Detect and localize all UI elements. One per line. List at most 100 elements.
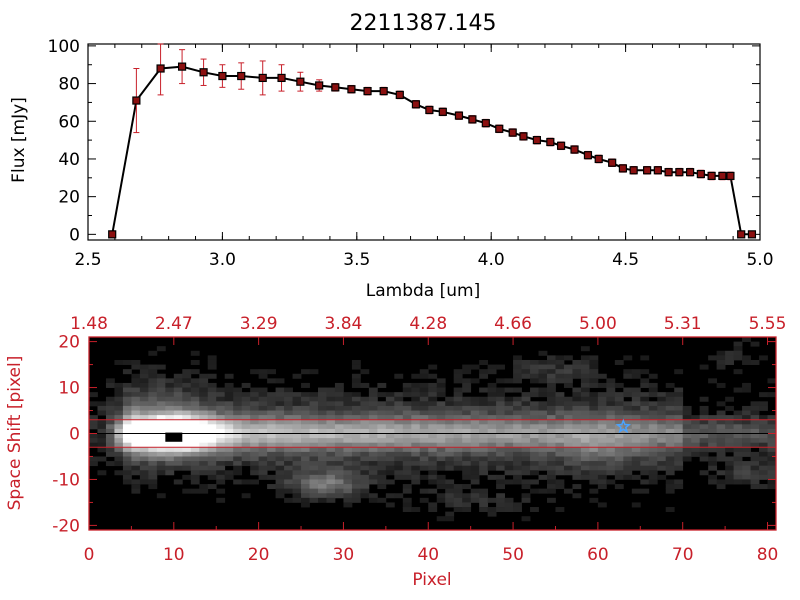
image-pixel — [513, 373, 522, 379]
image-pixel — [657, 447, 667, 453]
image-pixel — [292, 392, 302, 398]
image-pixel — [216, 428, 226, 434]
image-pixel — [114, 401, 124, 407]
image-pixel — [318, 470, 327, 476]
image-pixel — [173, 401, 183, 407]
image-pixel — [190, 378, 200, 384]
image-pixel — [563, 410, 573, 416]
image-pixel — [351, 438, 361, 444]
image-pixel — [487, 410, 497, 416]
image-pixel — [131, 396, 141, 402]
image-pixel — [606, 461, 616, 467]
image-pixel — [521, 405, 531, 411]
image-pixel — [105, 410, 115, 416]
image-pixel — [105, 419, 115, 425]
image-pixel — [767, 392, 777, 398]
image-pixel — [309, 428, 319, 434]
image-pixel — [750, 470, 760, 476]
image-pixel — [148, 428, 158, 434]
image-pixel — [309, 396, 319, 402]
image-pixel — [504, 378, 514, 384]
image-pixel — [555, 410, 565, 416]
image-pixel — [725, 355, 734, 361]
image-pixel — [292, 405, 302, 411]
top-y-axis-label: Flux [mJy] — [9, 97, 29, 183]
image-pixel — [470, 479, 480, 485]
image-pixel — [513, 355, 522, 361]
image-pixel — [750, 465, 760, 471]
image-pixel — [453, 378, 463, 384]
image-pixel — [674, 442, 684, 448]
image-pixel — [250, 438, 260, 444]
image-pixel — [419, 424, 429, 430]
image-pixel — [699, 442, 709, 448]
image-pixel — [402, 438, 412, 444]
image-pixel — [513, 451, 522, 457]
image-pixel — [351, 474, 361, 480]
flux-data-point — [608, 158, 617, 167]
image-pixel — [470, 456, 480, 462]
image-pixel — [657, 415, 667, 421]
image-pixel — [368, 396, 378, 402]
image-pixel — [623, 433, 633, 439]
image-pixel — [385, 392, 395, 398]
bottom-x-tick-label: 50 — [502, 545, 524, 565]
image-pixel — [224, 451, 234, 457]
image-pixel — [156, 465, 166, 471]
image-pixel — [555, 442, 565, 448]
top-wavelength-tick-label: 4.66 — [494, 314, 532, 334]
image-pixel — [301, 447, 310, 453]
image-pixel — [538, 465, 548, 471]
image-pixel — [182, 369, 192, 375]
image-pixel — [139, 410, 149, 416]
image-pixel — [216, 488, 226, 494]
image-pixel — [258, 451, 268, 457]
image-pixel — [767, 438, 777, 444]
image-pixel — [173, 396, 183, 402]
image-pixel — [377, 382, 387, 388]
image-pixel — [597, 392, 607, 398]
image-pixel — [725, 415, 734, 421]
image-pixel — [343, 488, 353, 494]
image-pixel — [657, 396, 667, 402]
image-pixel — [580, 474, 590, 480]
image-pixel — [402, 405, 412, 411]
image-pixel — [334, 396, 344, 402]
image-pixel — [708, 428, 718, 434]
image-pixel — [513, 405, 522, 411]
image-pixel — [631, 387, 641, 393]
image-pixel — [606, 433, 616, 439]
image-pixel — [530, 369, 539, 375]
image-pixel — [462, 387, 472, 393]
image-pixel — [665, 456, 675, 462]
image-pixel — [318, 474, 327, 480]
image-pixel — [419, 465, 429, 471]
image-pixel — [555, 415, 565, 421]
image-pixel — [377, 438, 387, 444]
image-pixel — [555, 456, 565, 462]
image-pixel — [563, 442, 573, 448]
image-pixel — [428, 396, 438, 402]
image-pixel — [572, 373, 582, 379]
image-pixel — [292, 442, 302, 448]
bottom-y-tick-label: 0 — [69, 425, 80, 445]
image-pixel — [241, 451, 251, 457]
image-pixel — [428, 502, 438, 508]
image-pixel — [105, 442, 115, 448]
image-pixel — [547, 378, 556, 384]
image-pixel — [547, 355, 556, 361]
image-pixel — [453, 428, 463, 434]
image-pixel — [572, 424, 582, 430]
image-pixel — [750, 424, 760, 430]
image-pixel — [284, 451, 293, 457]
image-pixel — [334, 392, 344, 398]
image-pixel — [258, 410, 268, 416]
image-pixel — [640, 415, 650, 421]
image-pixel — [563, 433, 573, 439]
image-pixel — [742, 419, 751, 425]
image-pixel — [530, 433, 539, 439]
image-pixel — [402, 433, 412, 439]
image-pixel — [343, 479, 353, 485]
image-pixel — [334, 405, 344, 411]
image-pixel — [759, 419, 768, 425]
